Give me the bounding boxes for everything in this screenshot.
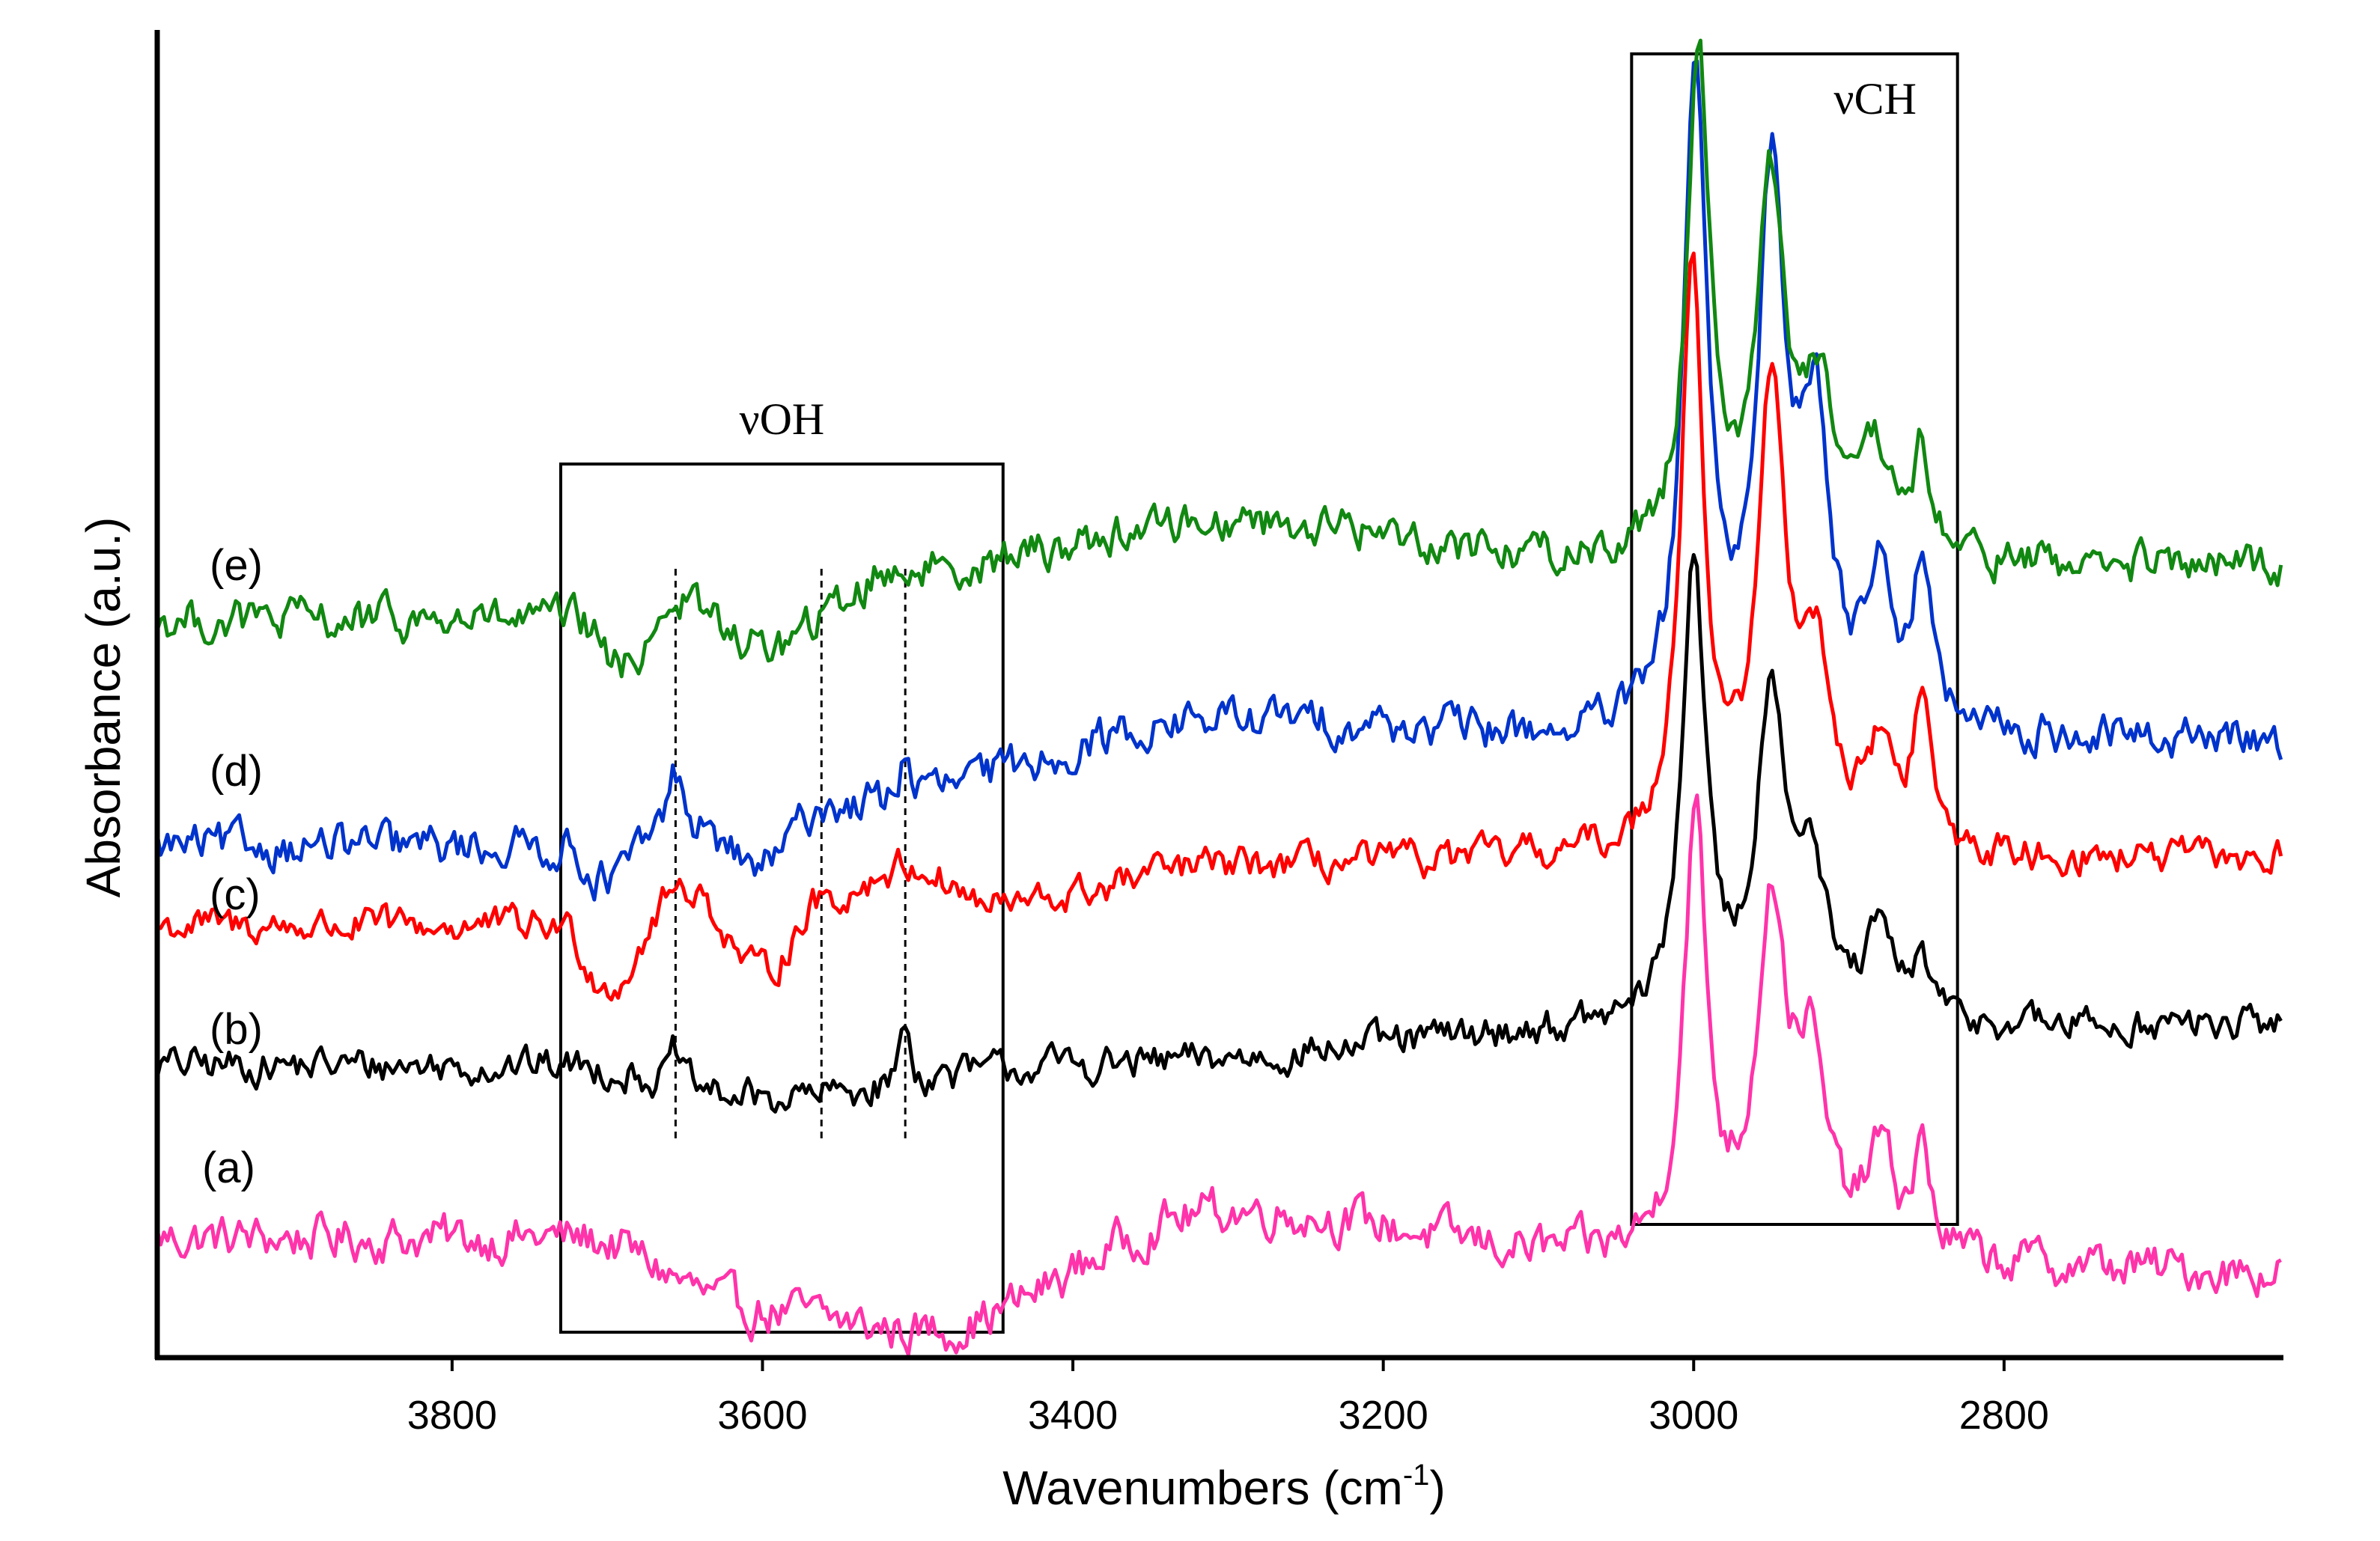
x-axis-title: Wavenumbers (cm-1)	[1002, 1459, 1446, 1515]
annotation-label-vch: νCH	[1833, 74, 1916, 123]
x-tick-label-2800: 2800	[1959, 1393, 2049, 1438]
annotation-label-voh: νOH	[739, 394, 824, 444]
series-line-b	[155, 552, 2283, 1114]
series-label-e: (e)	[210, 541, 263, 590]
text-labels: νOH νCH (a) (b) (c) (d) (e) 3800 3600 3400 3200 300…	[76, 74, 2049, 1515]
x-tick-label-3600: 3600	[717, 1393, 807, 1438]
series-line-d	[155, 59, 2283, 902]
x-tick-label-3200: 3200	[1339, 1393, 1428, 1438]
x-tick-label-3800: 3800	[407, 1393, 497, 1438]
series-label-c: (c)	[210, 870, 261, 919]
marker-lines	[674, 569, 907, 1141]
series-line-c	[156, 251, 2283, 1002]
y-axis-title: Absorbance (a.u.)	[76, 517, 130, 898]
series-label-a: (a)	[202, 1144, 255, 1192]
x-tick-label-3400: 3400	[1028, 1393, 1118, 1438]
series-label-d: (d)	[210, 747, 263, 796]
series-line-e	[155, 38, 2283, 679]
annotation-box-voh	[559, 463, 1005, 1334]
series-label-b: (b)	[210, 1005, 263, 1054]
annotation-boxes	[559, 52, 1959, 1334]
series-lines	[155, 38, 2283, 1357]
x-tick-label-3000: 3000	[1649, 1393, 1738, 1438]
series-line-a	[155, 793, 2282, 1357]
annotation-box-vch	[1630, 52, 1959, 1226]
axes	[154, 30, 2283, 1371]
